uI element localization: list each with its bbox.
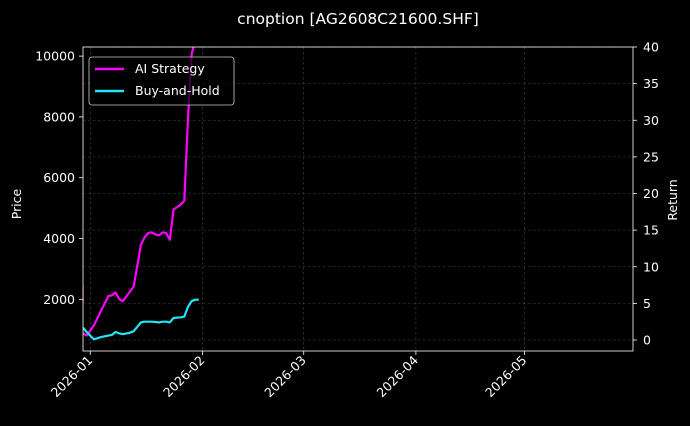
right-tick-label: 5 xyxy=(643,296,651,311)
y-axis-label-left: Price xyxy=(9,188,24,219)
series-line-ai-strategy xyxy=(83,47,195,337)
plot-frame xyxy=(82,46,634,352)
right-tick-label: 0 xyxy=(643,333,651,348)
right-tick-label: 40 xyxy=(643,40,659,55)
legend: AI Strategy Buy-and-Hold xyxy=(88,56,235,106)
left-tick-label: 2000 xyxy=(43,292,75,307)
right-tick-label: 15 xyxy=(643,223,659,238)
legend-box xyxy=(88,56,235,106)
left-tick-label: 10000 xyxy=(35,49,75,64)
right-tick-label: 35 xyxy=(643,76,659,91)
left-tick-label: 6000 xyxy=(43,170,75,185)
right-tick-label: 30 xyxy=(643,113,659,128)
legend-label-buy-and-hold: Buy-and-Hold xyxy=(135,83,220,98)
y-axis-label-right: Return xyxy=(665,179,680,220)
chart-title: cnoption [AG2608C21600.SHF] xyxy=(237,10,479,28)
series-layer xyxy=(83,47,199,341)
left-axis: 2000 4000 6000 8000 10000 xyxy=(35,49,83,307)
legend-label-ai-strategy: AI Strategy xyxy=(135,61,205,76)
right-tick-label: 20 xyxy=(643,186,659,201)
right-tick-label: 10 xyxy=(643,259,659,274)
series-line-buy-and-hold xyxy=(83,298,199,341)
right-tick-label: 25 xyxy=(643,149,659,164)
right-axis: 0 5 10 15 20 25 30 35 40 xyxy=(633,40,659,348)
left-tick-label: 8000 xyxy=(43,109,75,124)
left-tick-label: 4000 xyxy=(43,231,75,246)
